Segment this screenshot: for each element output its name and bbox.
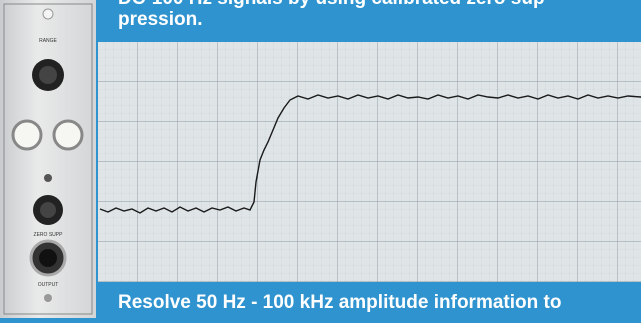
headline-line: pression.: [118, 9, 202, 31]
caption: Resolve 50 Hz - 100 kHz amplitude inform…: [118, 292, 561, 314]
page: {"header": {"lines": ["DC-100 Hz signals…: [0, 0, 641, 318]
recorder-chart-paper: [98, 42, 641, 282]
paper-grid: [98, 42, 641, 282]
lamp: [44, 174, 52, 182]
indicator: [43, 9, 53, 19]
instrument-panel: RANGE ZERO SUPP OUTPUT: [0, 0, 96, 318]
range-knob-cap: [39, 66, 57, 84]
panel-drawing: [0, 0, 96, 318]
panel-label: OUTPUT: [18, 282, 78, 288]
button: [13, 121, 41, 149]
panel-label: RANGE: [18, 38, 78, 44]
panel-label: ZERO SUPP: [18, 232, 78, 238]
output-connector-core: [39, 249, 57, 267]
zero-knob-cap: [40, 202, 56, 218]
screw: [44, 294, 52, 302]
button: [54, 121, 82, 149]
